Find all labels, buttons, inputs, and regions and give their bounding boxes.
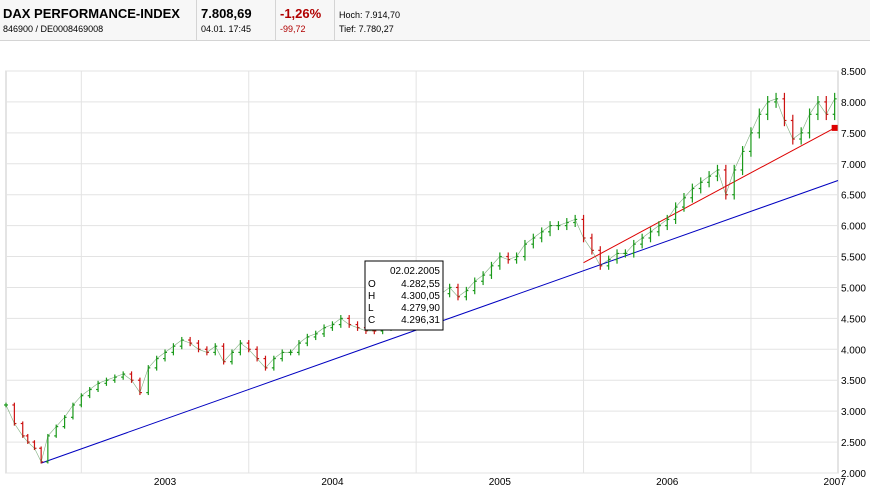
instrument-cell: DAX PERFORMANCE-INDEX 846900 / DE0008469…	[0, 0, 197, 40]
y-tick-label: 5.500	[841, 253, 866, 264]
y-axis: 2.000 2.500 3.000 3.500 4.000 4.500 5.000 5.500…	[841, 67, 866, 480]
ohlc-bar	[4, 402, 8, 408]
range-cell: Hoch: 7.914,70 Tief: 7.780,27	[335, 0, 420, 40]
last-price: 7.808,69	[201, 6, 252, 21]
y-tick-label: 4.500	[841, 314, 866, 325]
grid-lines	[6, 70, 838, 474]
day-high: Hoch: 7.914,70	[339, 10, 401, 20]
tooltip-high-key: H	[368, 291, 375, 302]
trendline-endpoint	[831, 124, 838, 131]
price-chart[interactable]: 2.000 2.500 3.000 3.500 4.000 4.500 5.000 5.500…	[0, 40, 870, 485]
tooltip-low-key: L	[368, 303, 374, 314]
ohlc-tooltip: 02.02.2005 O 4.282,55 H 4.300,05 L 4.279…	[364, 260, 444, 331]
y-tick-label: 8.000	[841, 98, 866, 109]
y-tick-label: 3.500	[841, 376, 866, 387]
y-tick-label: 2.000	[841, 469, 866, 480]
x-axis: 2003 2004 2005 2006 2007	[154, 477, 846, 485]
change-absolute: -99,72	[280, 24, 306, 34]
y-tick-label: 7.500	[841, 129, 866, 140]
tooltip-close-key: C	[368, 315, 375, 326]
ohlc-bar	[832, 92, 837, 121]
y-tick-label: 6.500	[841, 191, 866, 202]
ohlc-bar	[715, 164, 720, 182]
tooltip-open-key: O	[368, 279, 376, 290]
instrument-name: DAX PERFORMANCE-INDEX	[3, 6, 180, 21]
y-tick-label: 6.000	[841, 222, 866, 233]
y-tick-label: 5.000	[841, 283, 866, 294]
tooltip-date: 02.02.2005	[390, 266, 440, 277]
x-tick-label: 2005	[489, 477, 512, 485]
x-tick-label: 2003	[154, 477, 177, 485]
x-tick-label: 2004	[321, 477, 344, 485]
y-tick-label: 3.000	[841, 407, 866, 418]
ohlc-bar	[665, 214, 670, 231]
ohlc-bar	[807, 108, 812, 139]
y-tick-label: 8.500	[841, 67, 866, 78]
quote-header: DAX PERFORMANCE-INDEX 846900 / DE0008469…	[0, 0, 870, 41]
trendline	[583, 127, 835, 264]
change-percent: -1,26%	[280, 6, 322, 21]
tooltip-low-value: 4.279,90	[401, 303, 440, 314]
instrument-ids: 846900 / DE0008469008	[3, 24, 104, 34]
last-price-cell: 7.808,69 04.01. 17:45	[197, 0, 276, 40]
x-tick-label: 2007	[824, 477, 847, 485]
tooltip-high-value: 4.300,05	[401, 291, 440, 302]
tooltip-open-value: 4.282,55	[401, 279, 440, 290]
y-tick-label: 2.500	[841, 438, 866, 449]
tooltip-close-value: 4.296,31	[401, 315, 440, 326]
x-tick-label: 2006	[656, 477, 679, 485]
change-cell: -1,26% -99,72	[276, 0, 335, 40]
day-low: Tief: 7.780,27	[339, 24, 394, 34]
y-tick-label: 7.000	[841, 160, 866, 171]
quote-timestamp: 04.01. 17:45	[201, 24, 252, 34]
y-tick-label: 4.000	[841, 345, 866, 356]
tooltip-box	[364, 260, 444, 331]
